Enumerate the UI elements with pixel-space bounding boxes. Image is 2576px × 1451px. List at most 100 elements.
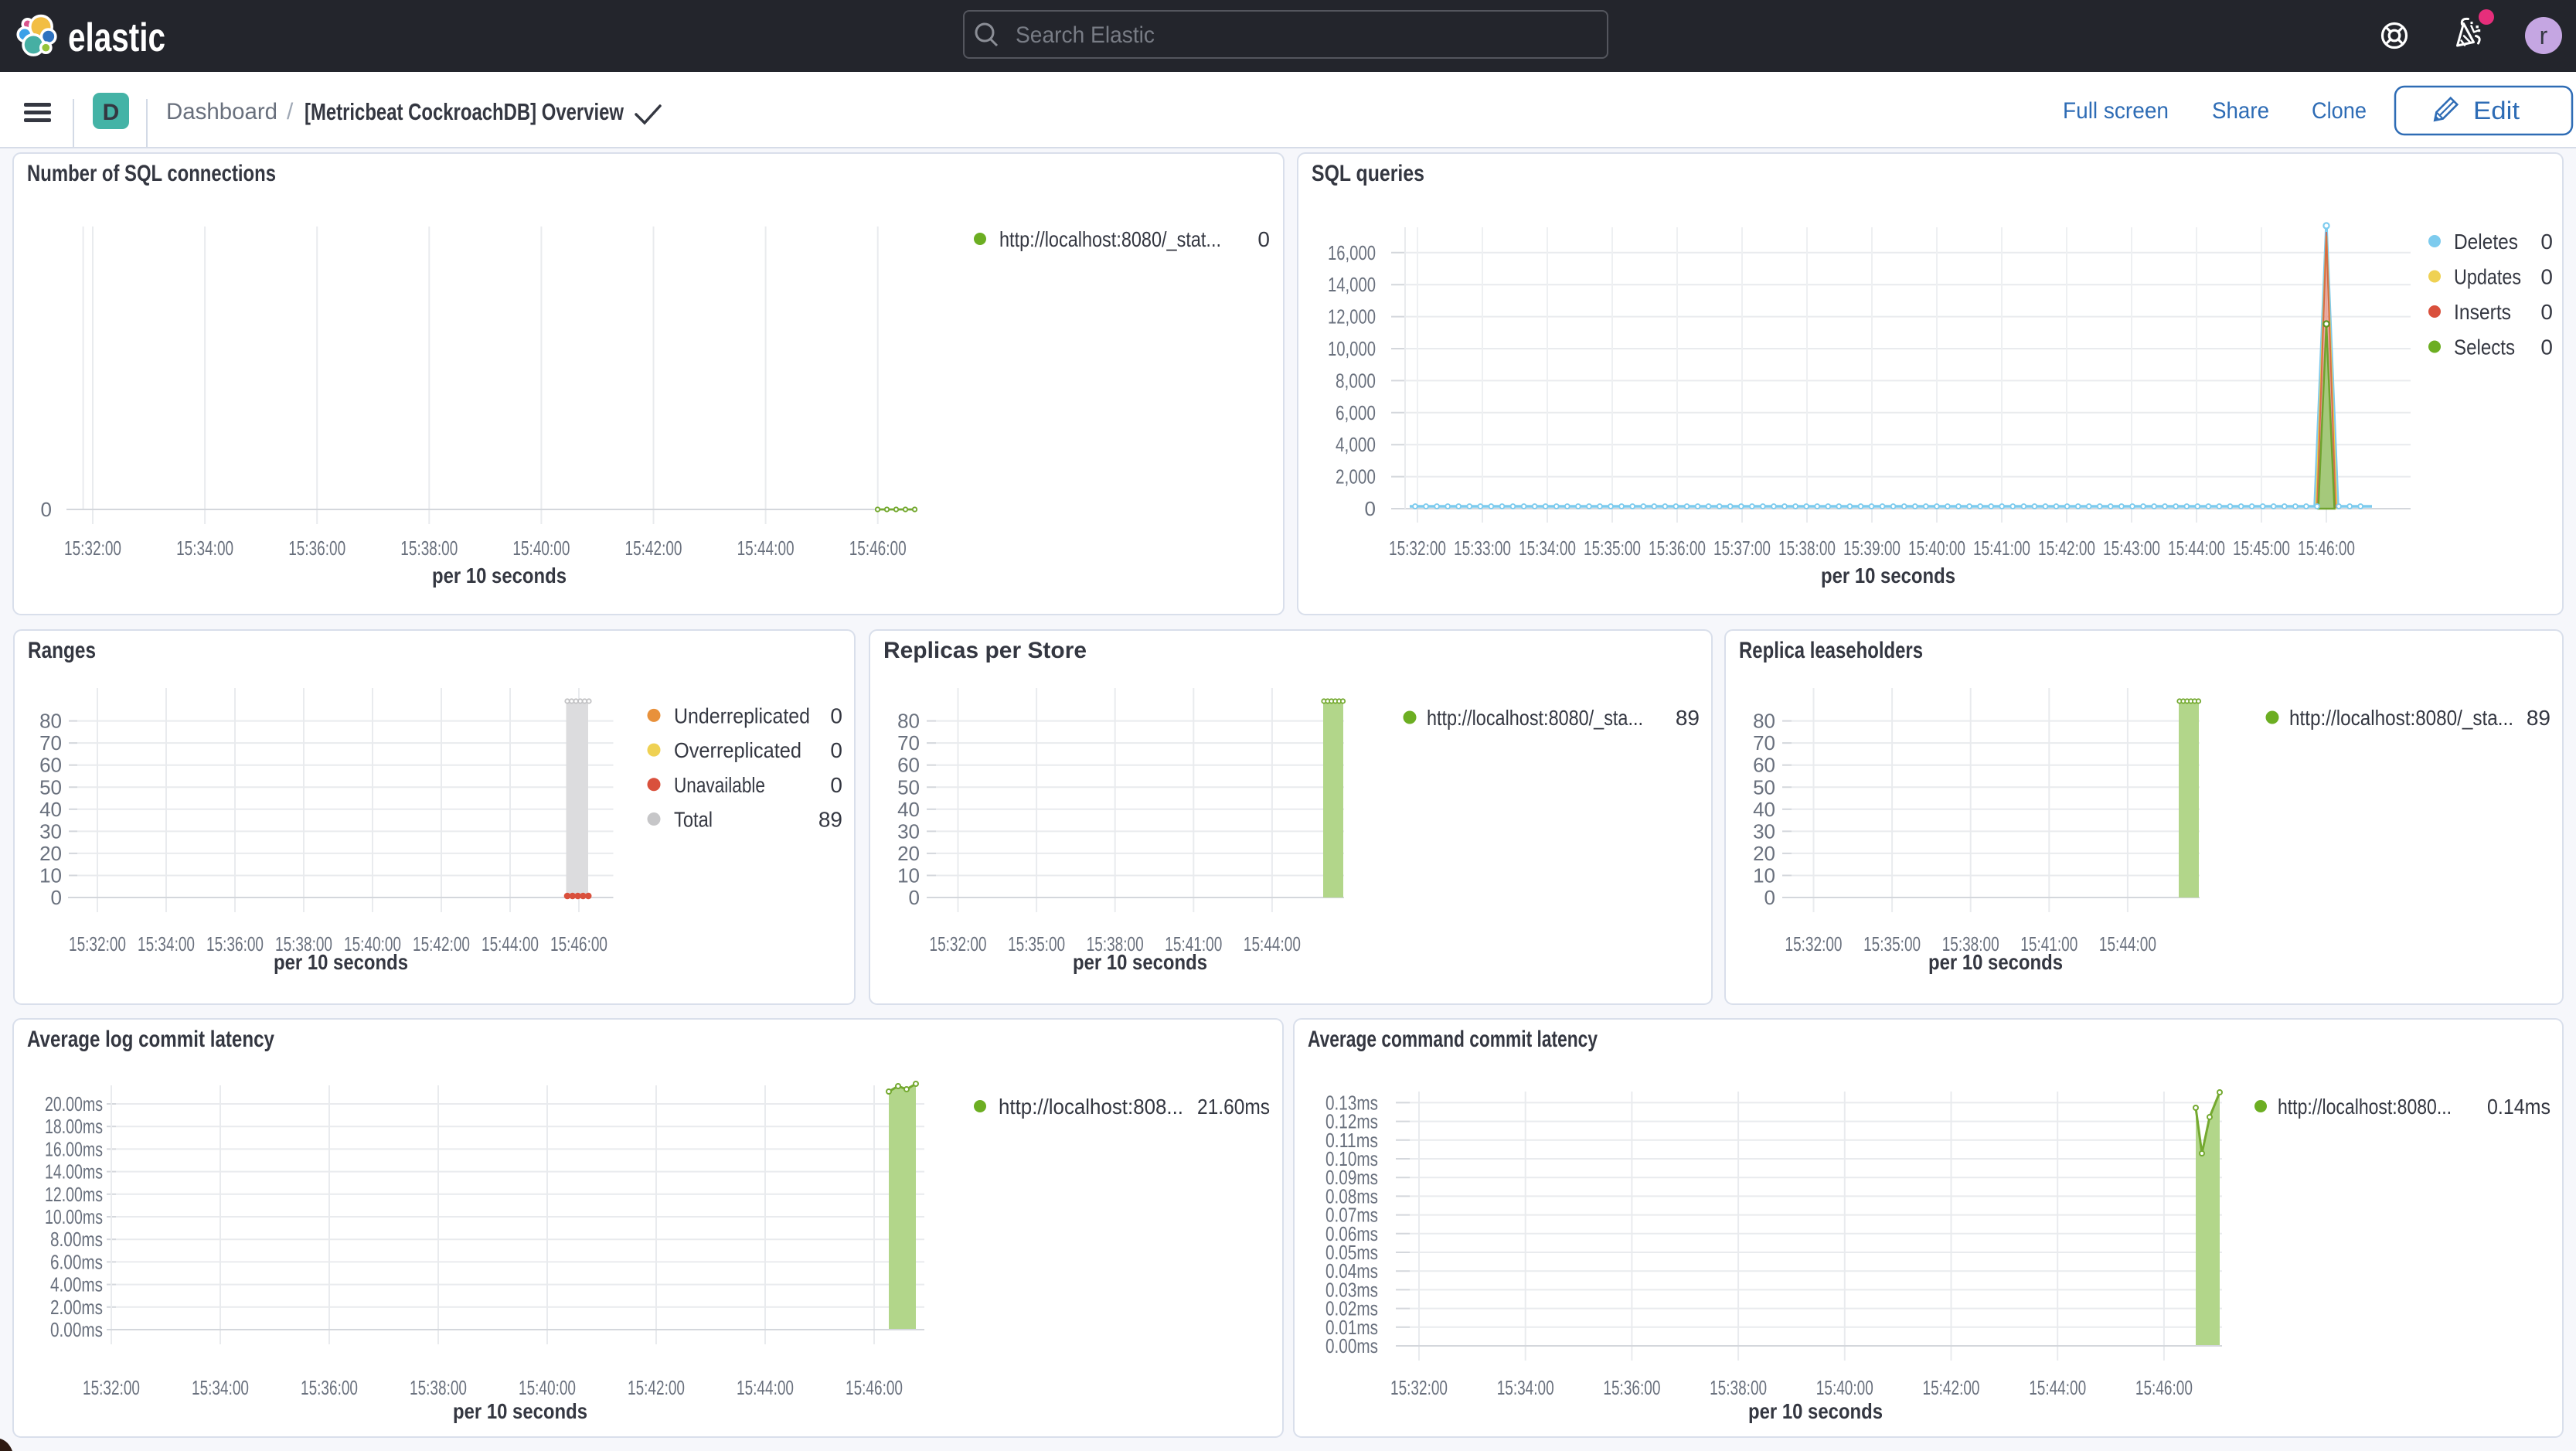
svg-text:40: 40	[897, 798, 920, 821]
svg-text:0: 0	[41, 498, 52, 521]
svg-text:Edit: Edit	[2473, 97, 2520, 124]
svg-text:15:32:00: 15:32:00	[83, 1376, 140, 1399]
svg-text:89: 89	[1676, 706, 1700, 730]
svg-text:15:36:00: 15:36:00	[1649, 536, 1706, 560]
svg-text:80: 80	[39, 710, 62, 733]
svg-text:80: 80	[897, 710, 920, 733]
svg-text:15:46:00: 15:46:00	[849, 536, 907, 560]
svg-text:15:32:00: 15:32:00	[69, 932, 126, 955]
svg-text:14,000: 14,000	[1328, 273, 1376, 296]
svg-text:0.13ms: 0.13ms	[1325, 1091, 1378, 1114]
svg-text:15:35:00: 15:35:00	[1584, 536, 1641, 560]
svg-text:Average log commit latency: Average log commit latency	[27, 1027, 274, 1052]
svg-text:15:46:00: 15:46:00	[2298, 536, 2355, 560]
svg-text:15:41:00: 15:41:00	[1973, 536, 2030, 560]
svg-text:15:34:00: 15:34:00	[1497, 1376, 1554, 1399]
svg-text:Deletes: Deletes	[2454, 230, 2518, 254]
svg-text:per 10 seconds: per 10 seconds	[274, 950, 408, 974]
svg-text:15:42:00: 15:42:00	[625, 536, 682, 560]
svg-text:50: 50	[897, 775, 920, 799]
svg-text:Overreplicated: Overreplicated	[674, 738, 801, 762]
svg-text:6,000: 6,000	[1336, 401, 1376, 424]
svg-text:[Metricbeat CockroachDB] Overv: [Metricbeat CockroachDB] Overview	[305, 98, 624, 125]
svg-text:15:36:00: 15:36:00	[206, 932, 264, 955]
svg-text:70: 70	[39, 731, 62, 754]
svg-text:Clone: Clone	[2312, 98, 2367, 124]
svg-text:0: 0	[2540, 336, 2553, 359]
svg-text:8,000: 8,000	[1336, 369, 1376, 392]
svg-text:0: 0	[2540, 230, 2553, 254]
svg-text:Replicas per Store: Replicas per Store	[883, 638, 1087, 663]
svg-text:40: 40	[39, 798, 62, 821]
svg-text:Underreplicated: Underreplicated	[674, 703, 810, 727]
svg-text:15:38:00: 15:38:00	[275, 932, 332, 955]
svg-text:0.01ms: 0.01ms	[1325, 1316, 1378, 1339]
svg-text:Total: Total	[674, 808, 713, 832]
svg-text:15:35:00: 15:35:00	[1008, 932, 1065, 955]
svg-text:20: 20	[39, 842, 62, 865]
svg-text:10: 10	[39, 863, 62, 887]
svg-text:15:41:00: 15:41:00	[1165, 932, 1222, 955]
svg-text:15:38:00: 15:38:00	[1942, 932, 1999, 955]
svg-text:Full screen: Full screen	[2063, 98, 2169, 124]
svg-text:0.06ms: 0.06ms	[1325, 1222, 1378, 1245]
svg-text:http://localhost:8080/_sta...: http://localhost:8080/_sta...	[1427, 706, 1643, 730]
svg-text:15:44:00: 15:44:00	[2168, 536, 2225, 560]
svg-text:http://localhost:8080/_stat...: http://localhost:8080/_stat...	[999, 227, 1221, 251]
svg-text:4.00ms: 4.00ms	[50, 1273, 103, 1296]
svg-text:15:46:00: 15:46:00	[846, 1376, 903, 1399]
svg-text:http://localhost:808...: http://localhost:808...	[999, 1095, 1183, 1119]
svg-text:30: 30	[1753, 819, 1775, 843]
svg-text:15:36:00: 15:36:00	[301, 1376, 358, 1399]
svg-text:15:34:00: 15:34:00	[192, 1376, 249, 1399]
svg-text:12.00ms: 12.00ms	[45, 1183, 103, 1206]
svg-text:0.00ms: 0.00ms	[1325, 1334, 1378, 1357]
svg-text:15:44:00: 15:44:00	[737, 1376, 794, 1399]
svg-text:0: 0	[2540, 265, 2553, 289]
svg-text:89: 89	[2527, 706, 2550, 730]
svg-text:Selects: Selects	[2454, 336, 2515, 359]
svg-text:15:44:00: 15:44:00	[482, 932, 539, 955]
svg-text:10: 10	[1753, 863, 1775, 887]
svg-text:SQL queries: SQL queries	[1312, 161, 1424, 186]
svg-text:70: 70	[1753, 731, 1775, 754]
svg-text:15:46:00: 15:46:00	[550, 932, 607, 955]
svg-text:20: 20	[897, 842, 920, 865]
svg-text:0.03ms: 0.03ms	[1325, 1278, 1378, 1301]
svg-text:per 10 seconds: per 10 seconds	[1821, 564, 1955, 588]
svg-text:30: 30	[897, 819, 920, 843]
svg-text:15:40:00: 15:40:00	[512, 536, 570, 560]
svg-text:30: 30	[39, 819, 62, 843]
svg-text:0.12ms: 0.12ms	[1325, 1110, 1378, 1133]
svg-text:0.05ms: 0.05ms	[1325, 1241, 1378, 1264]
svg-text:15:40:00: 15:40:00	[1816, 1376, 1873, 1399]
svg-text:12,000: 12,000	[1328, 305, 1376, 329]
svg-text:0.09ms: 0.09ms	[1325, 1166, 1378, 1189]
svg-text:10.00ms: 10.00ms	[45, 1205, 103, 1228]
svg-text:http://localhost:8080/_sta...: http://localhost:8080/_sta...	[2289, 706, 2513, 730]
svg-text:15:37:00: 15:37:00	[1713, 536, 1771, 560]
svg-text:15:39:00: 15:39:00	[1843, 536, 1901, 560]
svg-text:20: 20	[1753, 842, 1775, 865]
svg-text:15:32:00: 15:32:00	[1389, 536, 1446, 560]
svg-text:15:32:00: 15:32:00	[1390, 1376, 1448, 1399]
svg-text:D: D	[103, 100, 120, 125]
svg-text:15:32:00: 15:32:00	[930, 932, 987, 955]
svg-text:20.00ms: 20.00ms	[45, 1092, 103, 1115]
svg-text:0.08ms: 0.08ms	[1325, 1184, 1378, 1207]
svg-text:0: 0	[1257, 227, 1270, 251]
svg-text:Replica leaseholders: Replica leaseholders	[1739, 638, 1923, 663]
svg-text:15:40:00: 15:40:00	[344, 932, 401, 955]
svg-text:Share: Share	[2212, 98, 2269, 124]
svg-text:8.00ms: 8.00ms	[50, 1228, 103, 1251]
svg-text:0: 0	[51, 886, 62, 909]
svg-text:Inserts: Inserts	[2454, 300, 2511, 324]
svg-text:15:38:00: 15:38:00	[1778, 536, 1836, 560]
svg-text:21.60ms: 21.60ms	[1197, 1095, 1270, 1119]
svg-text:0: 0	[830, 773, 842, 797]
svg-text:Updates: Updates	[2454, 265, 2521, 289]
svg-text:60: 60	[1753, 754, 1775, 777]
svg-text:10: 10	[897, 863, 920, 887]
svg-text:15:38:00: 15:38:00	[1087, 932, 1144, 955]
svg-text:15:42:00: 15:42:00	[2038, 536, 2095, 560]
